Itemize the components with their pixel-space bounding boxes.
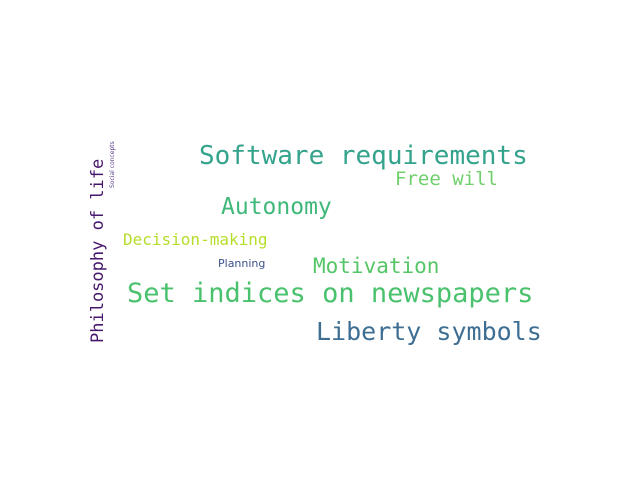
word-decision-making: Decision-making [123,230,268,249]
word-motivation: Motivation [313,254,440,278]
word-autonomy: Autonomy [221,194,332,220]
word-free-will: Free will [395,168,498,190]
word-planning: Planning [218,257,266,270]
word-liberty-symbols: Liberty symbols [316,317,542,346]
word-philosophy-of-life: Philosophy of life [88,158,108,343]
word-social-concepts: Social concepts [109,141,116,188]
word-set-indices-on-newspapers: Set indices on newspapers [127,278,534,309]
word-software-requirements: Software requirements [199,141,528,171]
